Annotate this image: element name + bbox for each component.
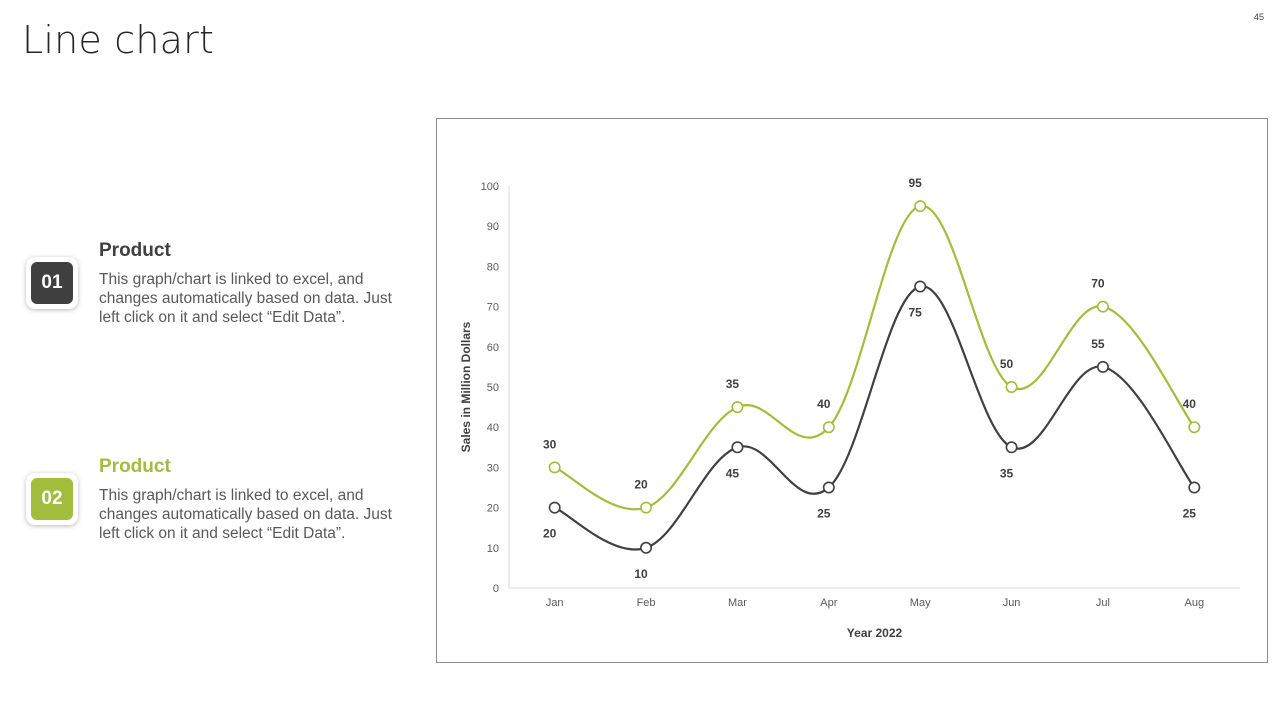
y-axis-title: Sales in Million Dollars [459,321,473,452]
x-tick-label: Feb [637,597,656,609]
data-label: 75 [909,306,923,320]
badge-number: 01 [31,262,73,304]
y-tick-label: 40 [487,422,499,434]
data-label: 20 [634,478,648,492]
y-tick-label: 20 [487,503,499,515]
data-point [640,501,653,514]
data-label: 70 [1091,277,1105,291]
data-label: 40 [817,397,831,411]
legend-title: Product [99,240,171,261]
legend-description: This graph/chart is linked to excel, and… [99,487,392,542]
data-point [640,541,653,554]
y-tick-label: 70 [487,302,499,314]
x-tick-label: Apr [820,597,837,609]
x-tick-label: Jun [1003,597,1021,609]
x-tick-label: Mar [728,597,747,609]
data-point [822,481,835,494]
chart-frame[interactable]: 0 10 20 30 40 50 60 70 80 90 100 Jan Feb Mar Apr May Jun… [436,118,1268,663]
badge-number: 02 [31,478,73,520]
series-line-2 [554,204,1196,511]
badge: 02 [26,473,78,525]
line-chart[interactable]: 0 10 20 30 40 50 60 70 80 90 100 Jan Feb Mar Apr May Jun… [437,119,1267,662]
y-tick-label: 0 [493,583,499,595]
data-label: 35 [1000,466,1014,480]
y-tick-label: 30 [487,462,499,474]
x-tick-label: May [910,597,931,609]
data-label: 30 [543,437,557,451]
data-label: 40 [1183,397,1197,411]
x-tick-label: Jan [546,597,564,609]
data-label: 50 [1000,357,1014,371]
y-tick-label: 90 [487,221,499,233]
legend-description: This graph/chart is linked to excel, and… [99,271,392,326]
y-tick-label: 100 [481,181,499,193]
series-line-1 [554,285,1196,551]
data-label: 55 [1091,337,1105,351]
data-point [822,421,835,434]
data-point [1005,380,1018,393]
y-tick-label: 10 [487,543,499,555]
data-point [1096,300,1109,313]
data-label: 20 [543,527,557,541]
data-label: 45 [726,466,740,480]
page-title: Line chart [22,18,215,62]
data-point [731,401,744,414]
y-tick-label: 60 [487,342,499,354]
x-tick-label: Aug [1185,597,1205,609]
data-point [1096,360,1109,373]
badge: 01 [26,257,78,309]
data-point [1188,481,1201,494]
data-point [914,200,927,213]
data-label: 25 [1183,507,1197,521]
x-tick-label: Jul [1096,597,1110,609]
y-tick-label: 50 [487,382,499,394]
data-point [914,280,927,293]
data-point [1005,441,1018,454]
data-point [731,441,744,454]
data-point [548,501,561,514]
data-point [548,461,561,474]
data-label: 35 [726,377,740,391]
legend-title: Product [99,456,171,477]
x-axis-title: Year 2022 [847,626,903,640]
data-label: 10 [634,567,648,581]
data-label: 95 [909,176,923,190]
page-number: 45 [1253,12,1264,22]
y-tick-label: 80 [487,261,499,273]
data-label: 25 [817,507,831,521]
data-point [1188,421,1201,434]
